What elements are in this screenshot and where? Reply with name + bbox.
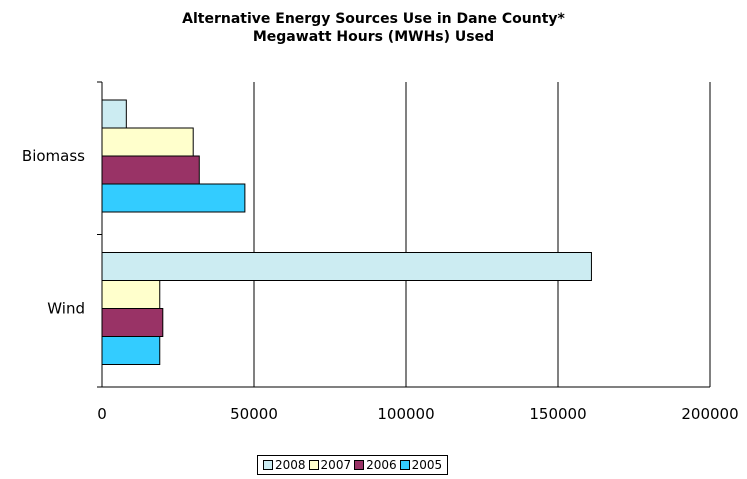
legend-item-2006: 2006: [354, 458, 397, 472]
legend-swatch: [354, 460, 365, 470]
legend-label: 2005: [411, 458, 443, 472]
bar-biomass-2007: [101, 127, 194, 157]
legend-item-2005: 2005: [399, 458, 443, 472]
legend-label: 2007: [320, 458, 352, 472]
legend-label: 2006: [366, 458, 397, 472]
x-tick-label: 0: [97, 405, 107, 423]
legend-swatch: [308, 460, 319, 470]
legend-swatch: [263, 460, 273, 470]
legend-item-2008: 2008: [263, 458, 306, 472]
bar-wind-2005: [101, 336, 161, 365]
bar-biomass-2005: [101, 183, 246, 213]
bar-biomass-2008: [101, 99, 127, 129]
x-tick-label: 100000: [377, 405, 434, 423]
bar-biomass-2006: [101, 155, 200, 185]
x-tick-label: 50000: [230, 405, 278, 423]
x-tick-label: 150000: [529, 405, 586, 423]
legend-swatch: [399, 460, 410, 470]
bar-wind-2008: [101, 252, 592, 281]
chart-legend: 2008 2007 2006 2005: [257, 455, 449, 475]
legend-item-2007: 2007: [308, 458, 352, 472]
x-tick-label: 200000: [681, 405, 738, 423]
chart-subtitle: Megawatt Hours (MWHs) Used: [252, 29, 495, 45]
bar-wind-2007: [101, 280, 161, 309]
bar-chart: 0 50000 100000 150000 200000 Biomass Wind: [22, 81, 739, 423]
bar-wind-2006: [101, 308, 164, 337]
category-label-biomass: Biomass: [22, 147, 85, 165]
chart-title: Alternative Energy Sources Use in Dane C…: [182, 11, 565, 27]
category-label-wind: Wind: [47, 300, 85, 318]
legend-label: 2008: [275, 458, 306, 472]
